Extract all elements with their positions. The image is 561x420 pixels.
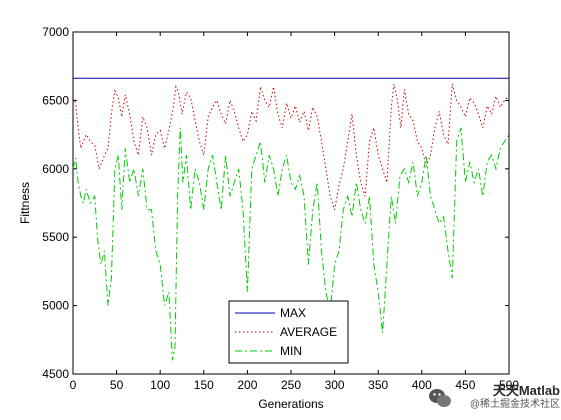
series-line-average	[72, 83, 510, 210]
x-ticks: 0 50 100 150 200 250 300 350 400 450 500	[70, 32, 519, 392]
watermark-subtitle: @稀土掘金技术社区	[469, 399, 560, 410]
y-ticks: 4500 5000 5500 6000 6500 7000	[42, 25, 509, 381]
x-tick-label: 0	[70, 378, 77, 392]
x-tick-label: 400	[412, 378, 432, 392]
y-tick-label: 7000	[42, 25, 69, 39]
legend: MAX AVERAGE MIN	[228, 300, 349, 364]
x-tick-label: 50	[110, 378, 124, 392]
x-tick-label: 500	[499, 378, 519, 392]
x-tick-label: 300	[325, 378, 345, 392]
y-axis-label: Fittness	[18, 182, 32, 224]
series-layer	[72, 77, 510, 361]
x-axis-label: Generations	[258, 397, 323, 411]
x-tick-label: 250	[281, 378, 301, 392]
legend-average-label: AVERAGE	[280, 325, 337, 339]
x-tick-label: 150	[194, 378, 214, 392]
y-tick-label: 5000	[42, 299, 69, 313]
y-tick-label: 6000	[42, 162, 69, 176]
watermark: 天天Matlab @稀土掘金技术社区	[428, 384, 560, 418]
y-tick-label: 5500	[42, 230, 69, 244]
x-tick-label: 100	[150, 378, 170, 392]
legend-max-label: MAX	[280, 306, 306, 320]
series-line-min	[72, 127, 510, 361]
x-tick-label: 350	[368, 378, 388, 392]
x-tick-label: 200	[237, 378, 257, 392]
legend-box	[228, 300, 349, 364]
watermark-title: 天天Matlab	[492, 383, 560, 398]
y-tick-label: 4500	[42, 367, 69, 381]
wechat-logo-icon	[429, 389, 451, 407]
legend-min-label: MIN	[280, 344, 302, 358]
y-tick-label: 6500	[42, 93, 69, 107]
x-tick-label: 450	[455, 378, 475, 392]
